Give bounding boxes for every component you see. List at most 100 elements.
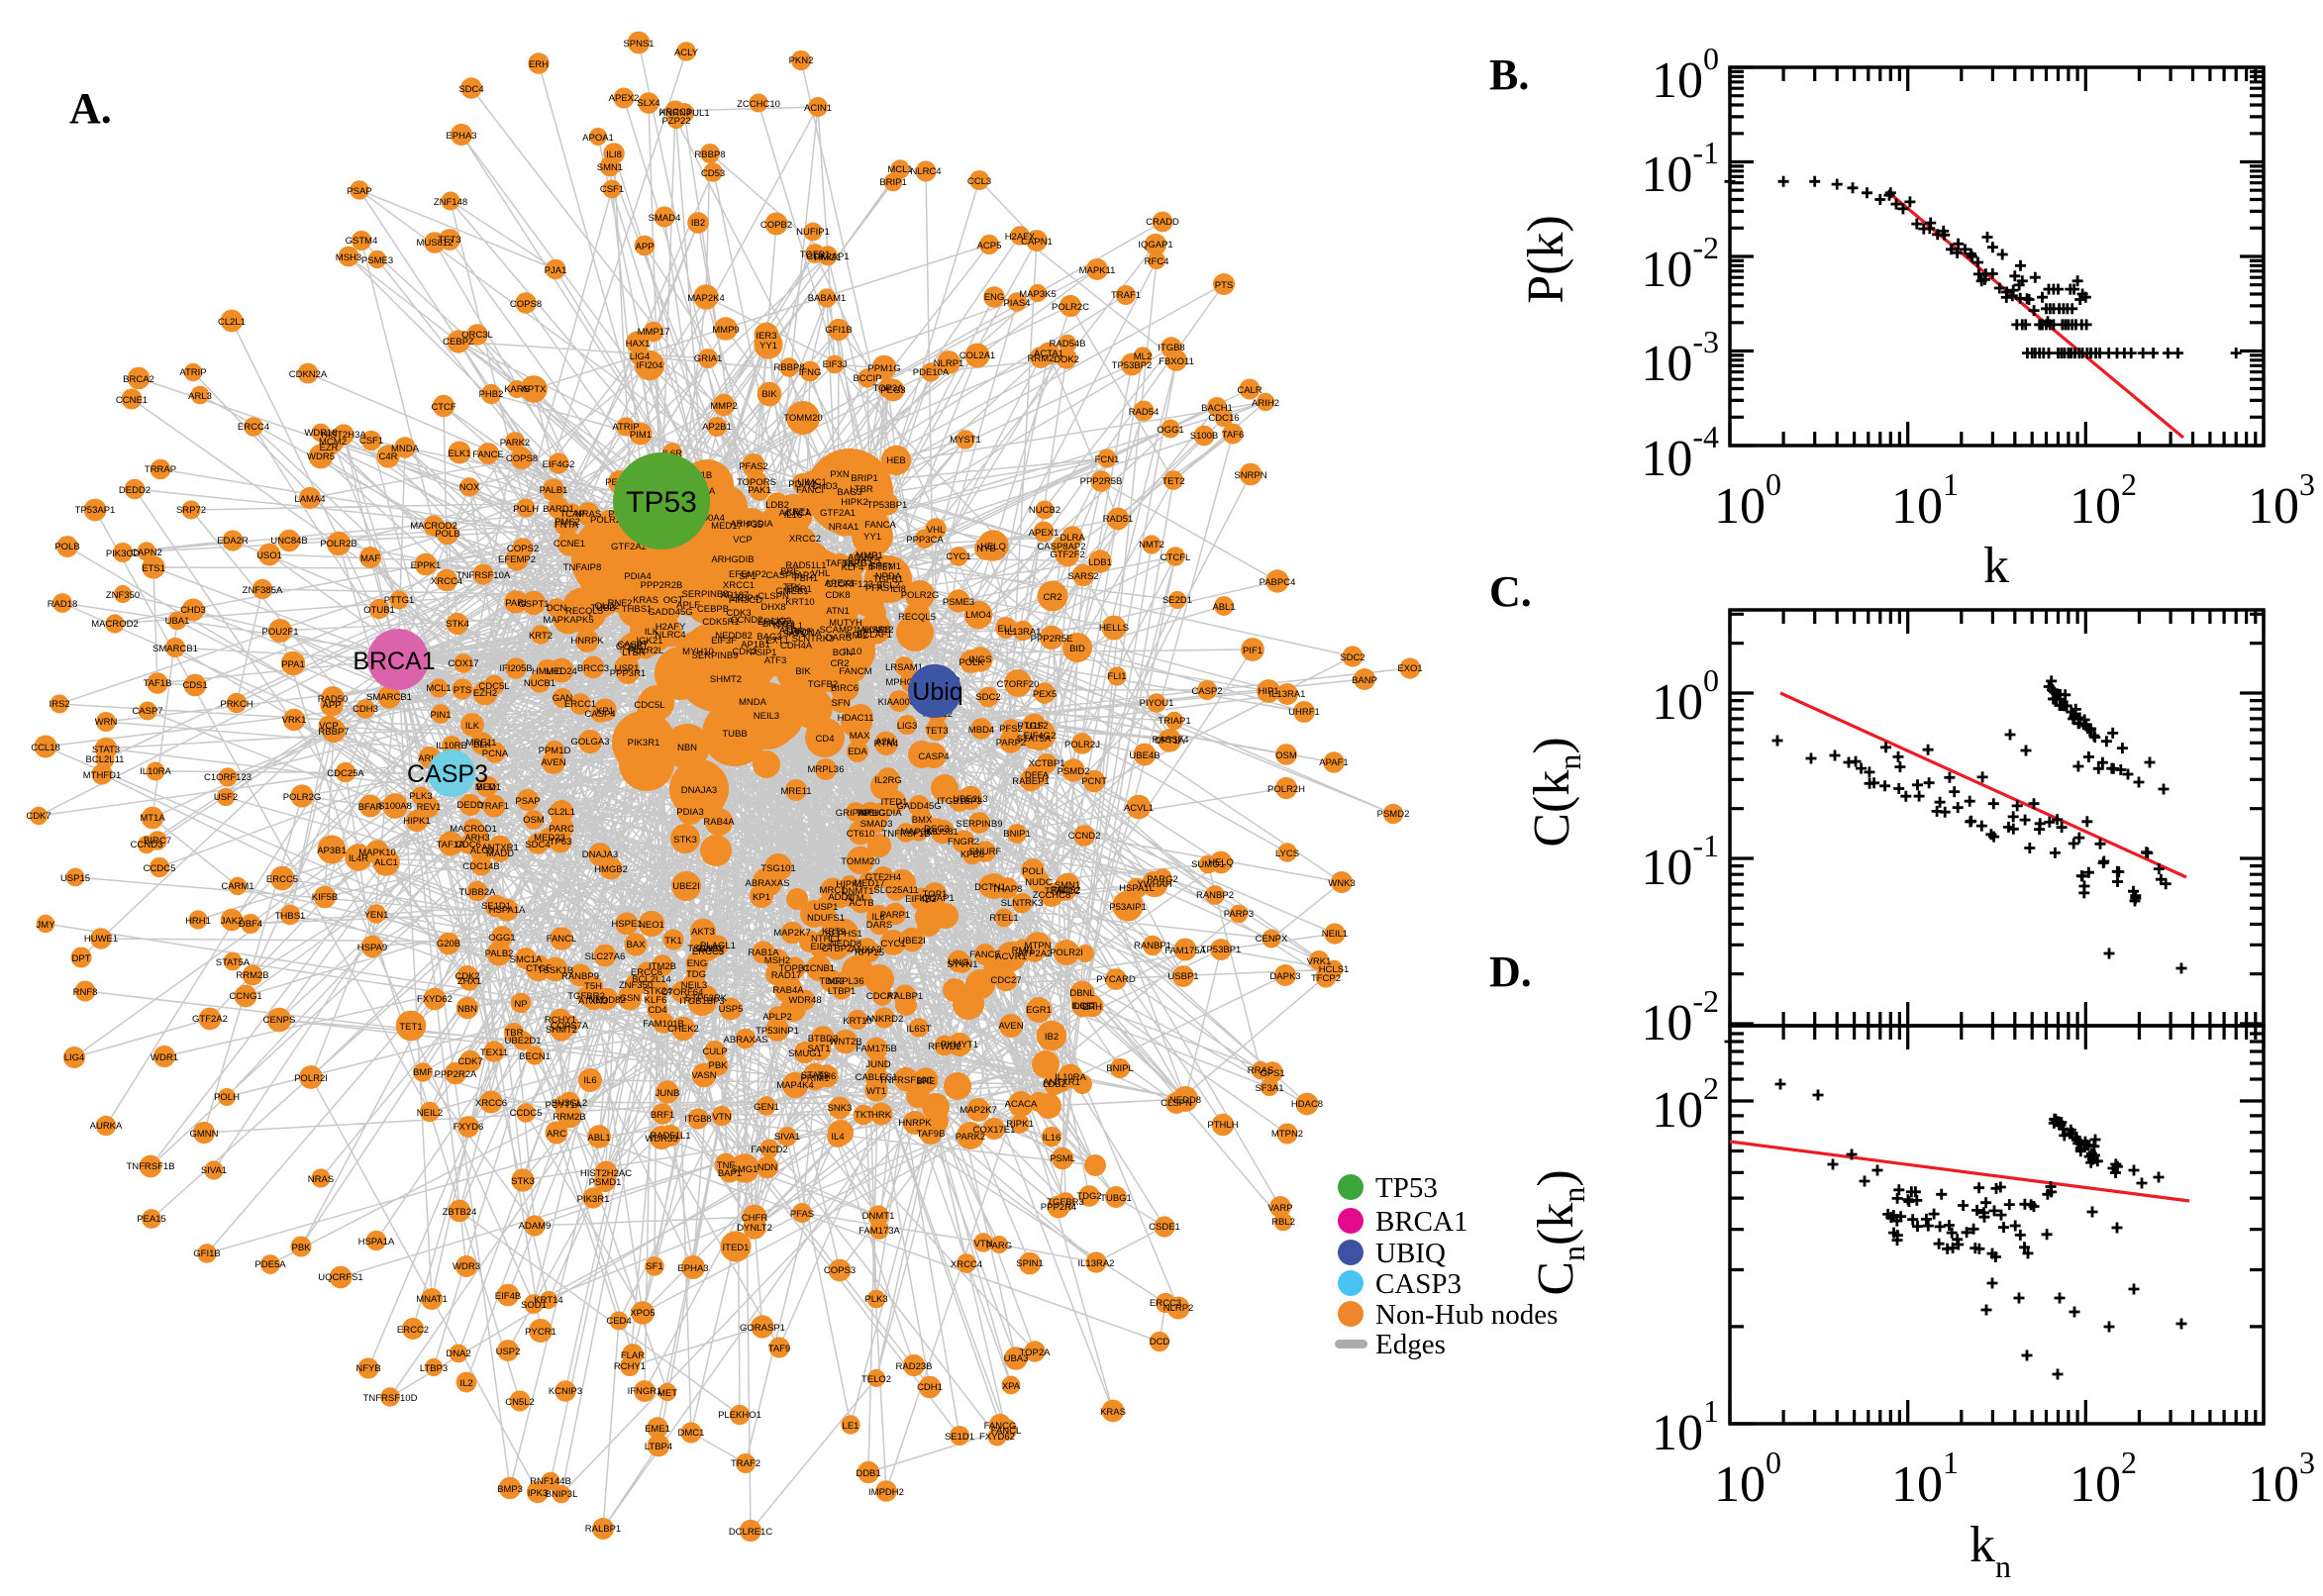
svg-text:IPK3: IPK3 — [528, 1488, 549, 1499]
svg-text:ACVL1: ACVL1 — [1124, 803, 1154, 814]
svg-text:CR2: CR2 — [830, 658, 849, 669]
svg-text:NTHL1: NTHL1 — [773, 621, 803, 632]
svg-text:TKT: TKT — [855, 1110, 872, 1121]
svg-text:WDR18: WDR18 — [304, 428, 337, 439]
svg-text:TP53: TP53 — [626, 486, 697, 519]
svg-text:APOA1: APOA1 — [582, 133, 614, 144]
svg-text:CTCFL: CTCFL — [1161, 552, 1191, 563]
svg-text:XRCC6: XRCC6 — [475, 1098, 507, 1109]
svg-text:IL6: IL6 — [583, 1075, 596, 1086]
svg-text:CDC5L: CDC5L — [478, 681, 509, 692]
svg-text:MUS81: MUS81 — [927, 827, 959, 838]
svg-text:CCL18: CCL18 — [31, 743, 60, 753]
svg-text:P(k): P(k) — [1518, 215, 1574, 304]
svg-text:RCHY1: RCHY1 — [614, 1361, 646, 1372]
svg-text:TNFRSF10C: TNFRSF10C — [879, 1075, 934, 1086]
svg-text:PTTG1: PTTG1 — [384, 595, 415, 606]
svg-text:EXO1: EXO1 — [1397, 663, 1422, 674]
svg-text:ABRAXAS: ABRAXAS — [724, 1035, 768, 1046]
svg-text:ZBTB24: ZBTB24 — [443, 1207, 477, 1218]
svg-text:NFYB: NFYB — [355, 1363, 380, 1374]
svg-text:VRK1: VRK1 — [1307, 956, 1332, 967]
svg-text:LIG4: LIG4 — [64, 1052, 85, 1063]
svg-text:KP1: KP1 — [753, 892, 770, 903]
svg-text:KIAA0087: KIAA0087 — [878, 697, 921, 708]
svg-text:MSH3: MSH3 — [336, 252, 361, 263]
svg-text:XRCC4: XRCC4 — [431, 576, 462, 587]
svg-text:BMX: BMX — [912, 815, 933, 826]
svg-text:RABEP1: RABEP1 — [1012, 776, 1050, 787]
svg-text:PZP22: PZP22 — [661, 116, 690, 127]
svg-text:ALC1: ALC1 — [374, 857, 398, 868]
svg-text:MET: MET — [657, 1388, 677, 1399]
svg-text:NEO1: NEO1 — [639, 920, 664, 931]
svg-text:SAT1: SAT1 — [807, 1044, 830, 1054]
svg-text:USF2: USF2 — [214, 792, 238, 803]
svg-text:PLAGL1: PLAGL1 — [700, 941, 736, 951]
svg-text:COX17E1: COX17E1 — [973, 1125, 1016, 1136]
svg-text:BLM: BLM — [476, 782, 496, 793]
svg-text:PABPC4: PABPC4 — [1260, 577, 1296, 588]
svg-text:SARS2: SARS2 — [1067, 571, 1098, 582]
svg-text:POLB: POLB — [54, 542, 79, 552]
svg-text:CASP4: CASP4 — [918, 751, 949, 762]
svg-text:TUBG1: TUBG1 — [1100, 1193, 1132, 1204]
svg-text:POLH: POLH — [513, 504, 539, 515]
svg-text:FNGR2: FNGR2 — [948, 837, 979, 848]
svg-text:DYNLT2: DYNLT2 — [737, 1223, 772, 1234]
svg-text:CCND3: CCND3 — [131, 840, 163, 850]
svg-text:PARG: PARG — [986, 1241, 1012, 1251]
svg-text:MACROD1: MACROD1 — [450, 824, 497, 835]
svg-text:AP3B1: AP3B1 — [317, 846, 347, 856]
svg-text:PARP2: PARP2 — [996, 738, 1026, 748]
svg-text:CDC25A: CDC25A — [327, 768, 364, 779]
svg-text:PSME3: PSME3 — [361, 255, 393, 266]
svg-text:PDE5A: PDE5A — [254, 1259, 286, 1270]
svg-text:PARK2: PARK2 — [956, 1132, 985, 1143]
svg-text:WDR3: WDR3 — [453, 1261, 480, 1272]
svg-text:ATN1: ATN1 — [826, 606, 850, 617]
svg-text:PIK3CD: PIK3CD — [729, 595, 762, 606]
svg-text:NLRP1: NLRP1 — [934, 358, 964, 369]
svg-text:MAP2K7: MAP2K7 — [773, 928, 811, 939]
svg-text:FANCL: FANCL — [991, 1426, 1022, 1437]
svg-text:RBBP7: RBBP7 — [318, 727, 349, 738]
svg-text:CDK3: CDK3 — [732, 647, 757, 657]
svg-text:NUFIP1: NUFIP1 — [796, 227, 830, 238]
svg-text:FAM101B: FAM101B — [643, 1019, 684, 1030]
svg-text:DNMT1: DNMT1 — [862, 1211, 895, 1222]
svg-text:MAP2K4: MAP2K4 — [687, 293, 725, 304]
svg-text:YY1: YY1 — [759, 341, 777, 351]
svg-text:SEPHS1: SEPHS1 — [825, 929, 862, 940]
svg-text:BCCIP: BCCIP — [853, 373, 881, 384]
svg-text:AKT3: AKT3 — [691, 927, 715, 938]
svg-text:DCLRE1C: DCLRE1C — [729, 1527, 772, 1538]
svg-text:RBL2: RBL2 — [1271, 1217, 1295, 1228]
svg-text:BRCC3: BRCC3 — [577, 663, 609, 674]
svg-text:TP53BP2: TP53BP2 — [1112, 360, 1153, 371]
svg-text:TRIAP1: TRIAP1 — [1158, 716, 1190, 727]
svg-text:POLK: POLK — [959, 657, 984, 668]
svg-text:THBS1: THBS1 — [275, 911, 306, 922]
svg-text:ML2: ML2 — [1134, 351, 1152, 362]
svg-text:SDC4: SDC4 — [458, 84, 483, 95]
svg-text:DPT: DPT — [72, 953, 91, 964]
svg-text:YWHAH: YWHAH — [1137, 879, 1172, 890]
svg-text:SDC2: SDC2 — [1340, 652, 1364, 663]
svg-text:TGFBR3: TGFBR3 — [1047, 1197, 1083, 1208]
svg-text:GADD45G: GADD45G — [896, 801, 941, 812]
svg-text:RAD51L1: RAD51L1 — [785, 560, 826, 571]
svg-text:DMC1: DMC1 — [678, 1428, 705, 1439]
svg-text:MAP3K5: MAP3K5 — [1019, 289, 1057, 300]
svg-text:YY1: YY1 — [863, 532, 881, 543]
svg-text:SMN1: SMN1 — [597, 162, 623, 173]
svg-text:NPDA: NPDA — [875, 571, 902, 582]
svg-text:DFFA: DFFA — [1025, 770, 1050, 781]
svg-text:CHFR: CHFR — [742, 1213, 768, 1224]
svg-text:SF1: SF1 — [739, 571, 756, 582]
svg-text:EFEMP2: EFEMP2 — [729, 569, 766, 580]
svg-text:BRF1: BRF1 — [651, 1110, 674, 1121]
svg-text:VTN: VTN — [974, 1239, 993, 1249]
svg-text:PDIA4: PDIA4 — [624, 571, 651, 582]
svg-text:TGFB1: TGFB1 — [800, 249, 831, 260]
